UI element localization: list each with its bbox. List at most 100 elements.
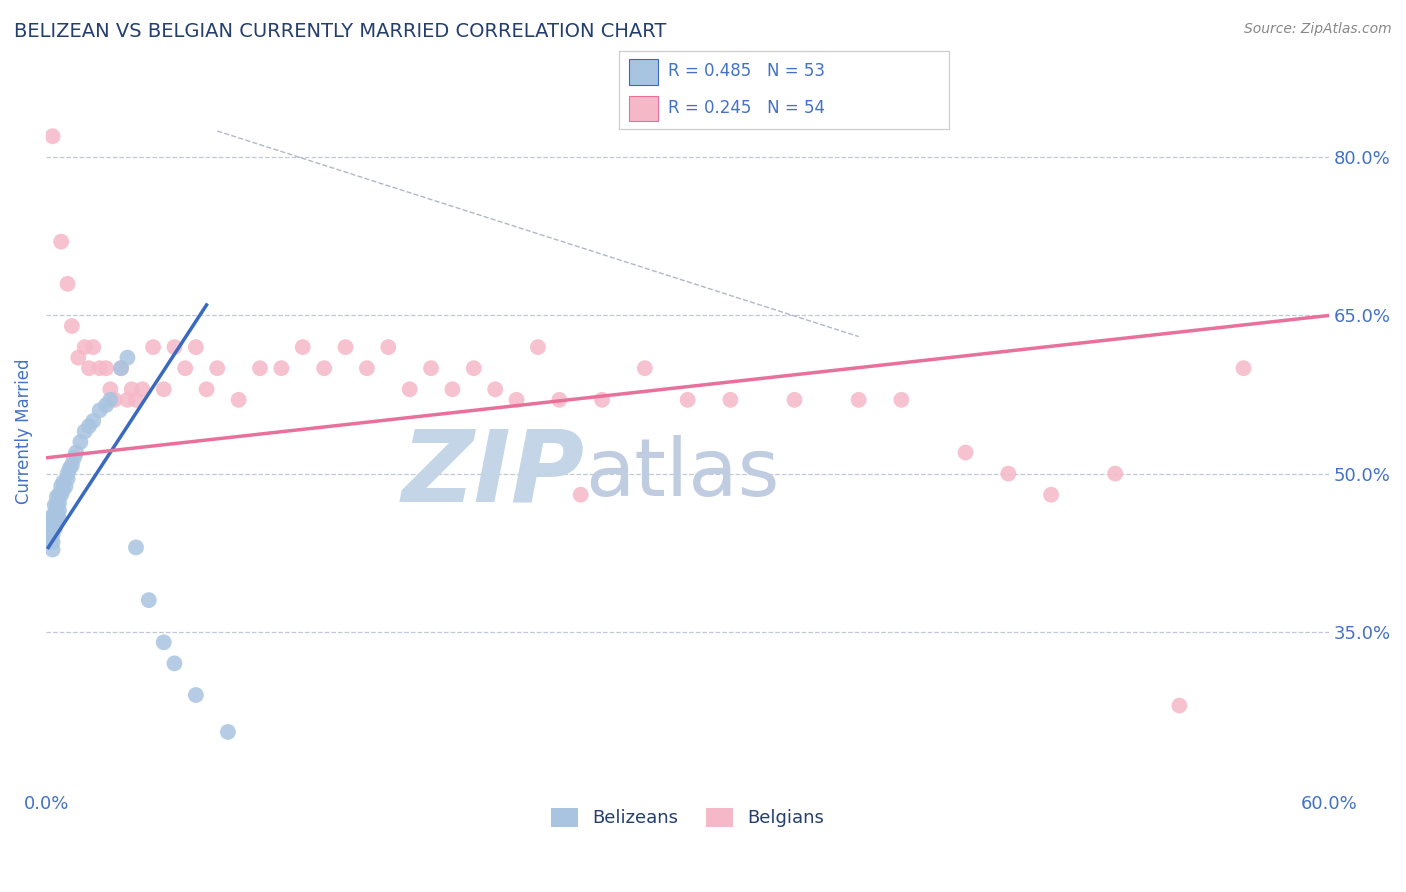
Point [41, 521, 63, 535]
Point [56, 472, 79, 486]
Point [73, 425, 96, 439]
Point [65, 445, 87, 459]
Point [676, 392, 699, 407]
Point [67, 351, 90, 365]
Text: ZIP: ZIP [402, 426, 585, 523]
Point [56, 467, 79, 481]
Point [398, 382, 420, 396]
Point [49, 235, 72, 249]
Point [73, 340, 96, 354]
Point [195, 382, 218, 396]
Point [89, 361, 111, 376]
Point [152, 382, 174, 396]
Point [77, 419, 100, 434]
Point [41, 535, 63, 549]
Point [49, 479, 72, 493]
Bar [628, 59, 658, 85]
Point [56, 277, 79, 291]
Point [45, 490, 67, 504]
Text: Source: ZipAtlas.com: Source: ZipAtlas.com [1244, 22, 1392, 37]
Point [890, 392, 912, 407]
Point [39, 528, 62, 542]
Point [41, 516, 63, 531]
Point [41, 129, 63, 144]
Point [63, 450, 86, 465]
Point [207, 361, 229, 376]
Point [463, 361, 485, 376]
Text: R = 0.245   N = 54: R = 0.245 N = 54 [668, 99, 825, 117]
Point [505, 392, 527, 407]
Point [314, 361, 336, 376]
Point [89, 403, 111, 417]
Point [48, 496, 70, 510]
Point [125, 541, 148, 555]
Point [527, 340, 550, 354]
Point [718, 392, 741, 407]
Point [335, 340, 357, 354]
Point [569, 488, 592, 502]
Point [125, 392, 148, 407]
Point [44, 498, 66, 512]
Point [1104, 467, 1126, 481]
Point [37, 514, 59, 528]
Point [249, 361, 271, 376]
Point [39, 521, 62, 535]
Point [41, 542, 63, 557]
Point [848, 392, 870, 407]
Point [55, 479, 77, 493]
Point [997, 467, 1019, 481]
Point [45, 498, 67, 512]
Text: atlas: atlas [585, 435, 779, 514]
Point [142, 340, 165, 354]
Point [110, 361, 132, 376]
Point [37, 524, 59, 539]
Point [39, 514, 62, 528]
Point [37, 530, 59, 544]
Text: R = 0.485   N = 53: R = 0.485 N = 53 [668, 62, 825, 80]
Point [228, 392, 250, 407]
Point [217, 725, 239, 739]
Point [131, 382, 153, 396]
Point [77, 361, 100, 376]
Text: BELIZEAN VS BELGIAN CURRENTLY MARRIED CORRELATION CHART: BELIZEAN VS BELGIAN CURRENTLY MARRIED CO… [14, 22, 666, 41]
Point [110, 361, 132, 376]
Point [184, 688, 207, 702]
Point [1040, 488, 1063, 502]
Legend: Belizeans, Belgians: Belizeans, Belgians [544, 801, 831, 835]
Point [52, 475, 75, 489]
Point [184, 340, 207, 354]
Point [94, 361, 117, 376]
Point [94, 398, 117, 412]
Point [117, 351, 139, 365]
Point [44, 521, 66, 535]
Point [634, 361, 657, 376]
Point [138, 593, 160, 607]
Point [45, 514, 67, 528]
Point [98, 382, 121, 396]
Point [39, 532, 62, 546]
Point [59, 461, 82, 475]
Point [41, 528, 63, 542]
Point [60, 458, 83, 473]
Y-axis label: Currently Married: Currently Married [15, 359, 32, 504]
Point [163, 657, 186, 671]
Point [49, 488, 72, 502]
Point [104, 392, 127, 407]
Point [48, 503, 70, 517]
Point [441, 382, 464, 396]
Point [121, 382, 143, 396]
Point [48, 488, 70, 502]
Point [48, 512, 70, 526]
Point [548, 392, 571, 407]
Point [45, 507, 67, 521]
Point [44, 507, 66, 521]
Point [270, 361, 292, 376]
Point [377, 340, 399, 354]
Point [356, 361, 378, 376]
Point [783, 392, 806, 407]
Point [291, 340, 314, 354]
Point [39, 535, 62, 549]
Point [1168, 698, 1191, 713]
Point [420, 361, 443, 376]
Point [98, 392, 121, 407]
